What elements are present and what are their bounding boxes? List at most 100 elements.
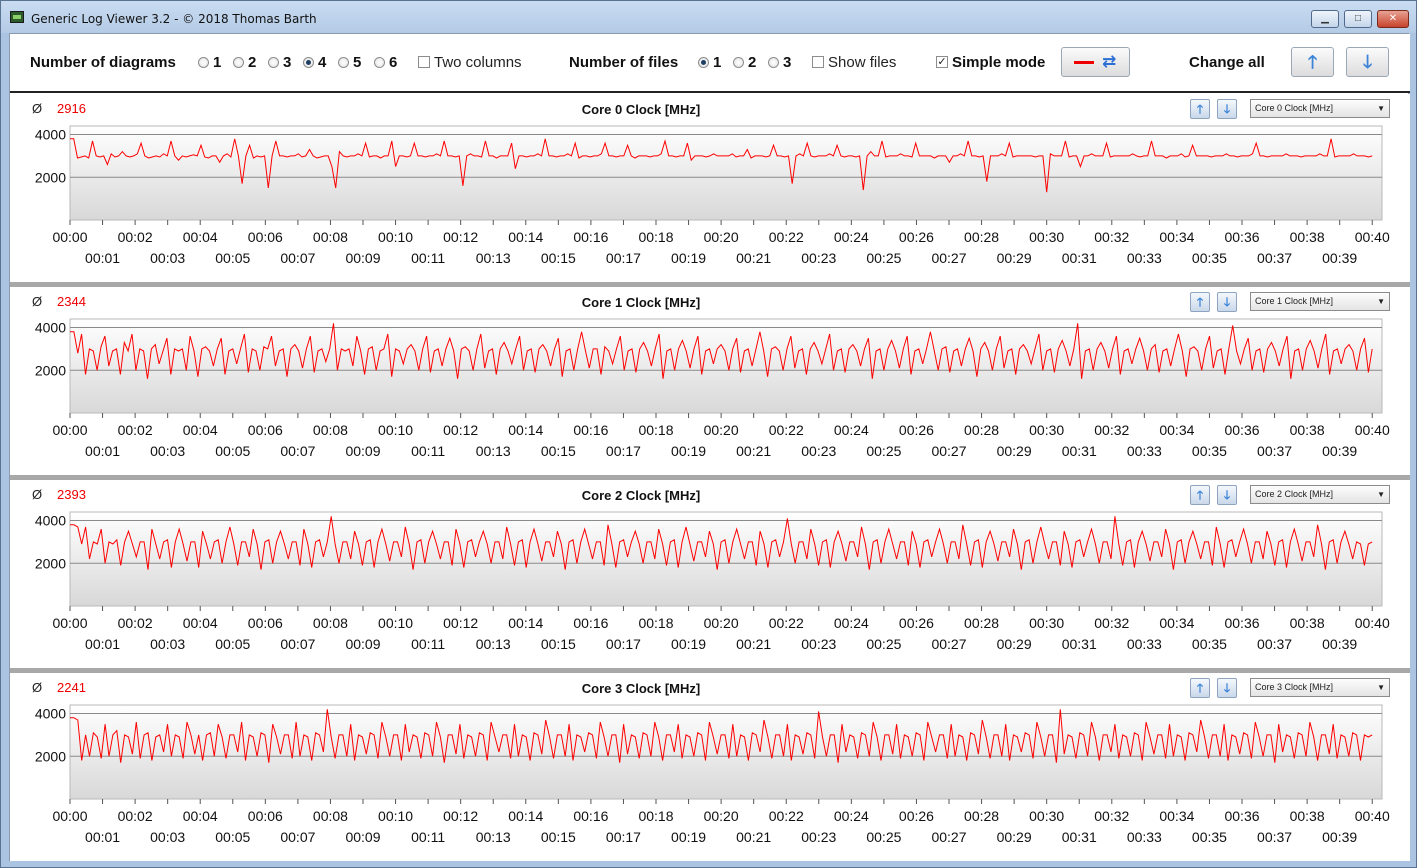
x-tick-label: 00:23: [801, 443, 836, 459]
diagrams-radio-5[interactable]: [338, 57, 349, 68]
chevron-down-icon: ▼: [1377, 490, 1385, 499]
panel-down-button[interactable]: 🡓: [1217, 678, 1237, 698]
x-tick-label: 00:20: [704, 615, 739, 631]
files-radio-1-label[interactable]: 1: [713, 54, 722, 71]
series-select-value: Core 3 Clock [MHz]: [1255, 682, 1334, 692]
x-tick-label: 00:15: [541, 829, 576, 845]
x-tick-label: 00:16: [573, 808, 608, 824]
x-tick-label: 00:02: [118, 615, 153, 631]
simple-mode-checkbox[interactable]: ✓: [936, 56, 948, 68]
panel-up-button[interactable]: 🡑: [1190, 678, 1210, 698]
panel-separator[interactable]: [10, 282, 1410, 287]
files-radio-3-label[interactable]: 3: [783, 54, 792, 71]
arrow-up-icon: 🡑: [1196, 295, 1204, 309]
line-chart: 2000 4000 00:00 00:02 00:04 00:06 00:08 00:10 00…: [35, 511, 1390, 652]
x-tick-label: 00:16: [573, 422, 608, 438]
x-tick-label: 00:30: [1029, 229, 1064, 245]
line-chart: 2000 4000 00:00 00:02 00:04 00:06 00:08 00:10 00…: [35, 704, 1390, 845]
x-tick-label: 00:32: [1094, 808, 1129, 824]
panel-down-button[interactable]: 🡓: [1217, 292, 1237, 312]
files-radio-2[interactable]: [733, 57, 744, 68]
x-tick-label: 00:31: [1062, 250, 1097, 266]
panel-separator[interactable]: [10, 668, 1410, 673]
x-tick-label: 00:04: [183, 615, 218, 631]
minimize-button[interactable]: ▁: [1311, 10, 1339, 28]
panel-down-button[interactable]: 🡓: [1217, 485, 1237, 505]
change-all-up-button[interactable]: 🡑: [1291, 47, 1334, 77]
line-color-swatch: [1074, 61, 1094, 64]
panel-up-button[interactable]: 🡑: [1190, 292, 1210, 312]
panel-title: Core 2 Clock [MHz]: [581, 488, 701, 503]
line-chart: 2000 4000 00:00 00:02 00:04 00:06 00:08 00:10 00…: [35, 318, 1390, 459]
diagrams-radio-3[interactable]: [268, 57, 279, 68]
diagrams-radio-2[interactable]: [233, 57, 244, 68]
app-icon: [10, 11, 24, 23]
x-tick-label: 00:00: [52, 615, 87, 631]
average-value: 2393: [57, 487, 86, 502]
x-tick-label: 00:10: [378, 422, 413, 438]
x-tick-label: 00:37: [1257, 443, 1292, 459]
diagrams-radio-3-label[interactable]: 3: [283, 54, 292, 71]
x-tick-label: 00:28: [964, 422, 999, 438]
series-select[interactable]: Core 1 Clock [MHz] ▼: [1250, 292, 1390, 311]
diagrams-radio-5-label[interactable]: 5: [353, 54, 362, 71]
x-tick-label: 00:04: [183, 808, 218, 824]
panel-separator[interactable]: [10, 475, 1410, 480]
x-tick-label: 00:13: [476, 636, 511, 652]
x-tick-label: 00:01: [85, 250, 120, 266]
x-tick-label: 00:38: [1290, 808, 1325, 824]
plot-area: [69, 511, 1383, 607]
files-radio-1[interactable]: [698, 57, 709, 68]
two-columns-label[interactable]: Two columns: [434, 54, 522, 71]
x-tick-label: 00:25: [866, 636, 901, 652]
panel-up-button[interactable]: 🡑: [1190, 485, 1210, 505]
show-files-label[interactable]: Show files: [828, 54, 897, 71]
plot-area: [69, 125, 1383, 221]
diagrams-radio-1-label[interactable]: 1: [213, 54, 222, 71]
diagrams-radio-4[interactable]: [303, 57, 314, 68]
x-tick-label: 00:39: [1322, 250, 1357, 266]
x-tick-label: 00:13: [476, 250, 511, 266]
x-tick-label: 00:09: [345, 250, 380, 266]
x-tick-label: 00:25: [866, 829, 901, 845]
panel-down-button[interactable]: 🡓: [1217, 99, 1237, 119]
change-all-down-button[interactable]: 🡓: [1346, 47, 1389, 77]
diagram-panel: Ø 2344 Core 1 Clock [MHz] 🡑 🡓 Core 1 Clock [M…: [10, 287, 1410, 475]
x-tick-label: 00:28: [964, 808, 999, 824]
refresh-icon: ⇄: [1102, 52, 1117, 71]
chevron-down-icon: ▼: [1377, 297, 1385, 306]
diagrams-radio-2-label[interactable]: 2: [248, 54, 257, 71]
close-button[interactable]: ✕: [1377, 10, 1409, 28]
x-tick-label: 00:26: [899, 229, 934, 245]
diagrams-radio-6-label[interactable]: 6: [389, 54, 398, 71]
series-select[interactable]: Core 0 Clock [MHz] ▼: [1250, 99, 1390, 118]
y-tick-label: 2000: [35, 362, 66, 378]
panel-up-button[interactable]: 🡑: [1190, 99, 1210, 119]
num-files-label: Number of files: [569, 54, 679, 71]
series-select-value: Core 2 Clock [MHz]: [1255, 489, 1334, 499]
files-radio-3[interactable]: [768, 57, 779, 68]
title-bar[interactable]: Generic Log Viewer 3.2 - © 2018 Thomas B…: [1, 1, 1416, 33]
x-tick-label: 00:38: [1290, 229, 1325, 245]
x-tick-label: 00:00: [52, 808, 87, 824]
files-radio-2-label[interactable]: 2: [748, 54, 757, 71]
x-tick-label: 00:15: [541, 250, 576, 266]
series-select[interactable]: Core 3 Clock [MHz] ▼: [1250, 678, 1390, 697]
simple-mode-label[interactable]: Simple mode: [952, 54, 1046, 71]
series-select[interactable]: Core 2 Clock [MHz] ▼: [1250, 485, 1390, 504]
line-style-refresh-button[interactable]: ⇄: [1061, 47, 1130, 77]
x-tick-label: 00:22: [769, 808, 804, 824]
x-tick-label: 00:26: [899, 615, 934, 631]
x-tick-label: 00:03: [150, 636, 185, 652]
maximize-button[interactable]: □: [1344, 10, 1372, 28]
two-columns-checkbox[interactable]: [418, 56, 430, 68]
x-tick-label: 00:36: [1224, 229, 1259, 245]
show-files-checkbox[interactable]: [812, 56, 824, 68]
x-tick-label: 00:35: [1192, 250, 1227, 266]
x-tick-label: 00:27: [931, 636, 966, 652]
x-tick-label: 00:34: [1159, 808, 1194, 824]
diagrams-radio-4-label[interactable]: 4: [318, 54, 327, 71]
diagrams-radio-1[interactable]: [198, 57, 209, 68]
x-tick-label: 00:36: [1224, 808, 1259, 824]
diagrams-radio-6[interactable]: [374, 57, 385, 68]
